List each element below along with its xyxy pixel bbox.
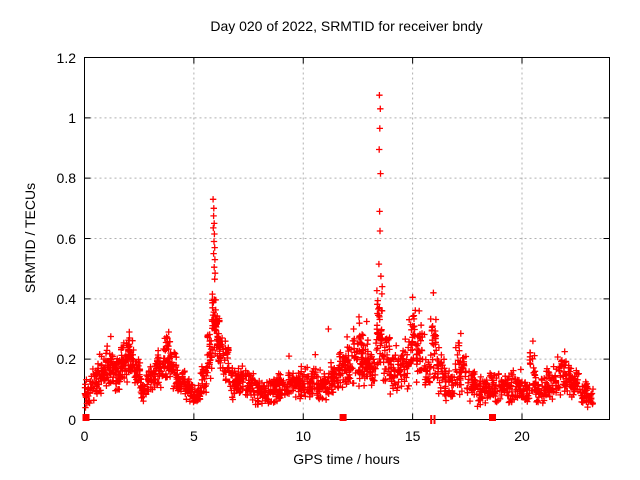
y-tick-label: 0.2	[56, 351, 76, 368]
zero-bar-marker	[430, 415, 433, 424]
y-tick-label: 0	[68, 411, 76, 428]
x-tick-label: 20	[514, 428, 530, 444]
x-tick-label: 15	[404, 428, 421, 444]
y-tick-label: 0.8	[56, 170, 76, 187]
x-tick-label: 10	[295, 428, 312, 444]
chart-title: Day 020 of 2022, SRMTID for receiver bnd…	[210, 18, 483, 34]
zero-square-marker	[489, 414, 496, 421]
y-tick-label: 1.2	[56, 49, 76, 66]
x-tick-label: 0	[80, 428, 89, 444]
zero-square-marker	[339, 414, 347, 421]
grid-lines	[84, 57, 610, 420]
zero-square-marker	[82, 414, 90, 421]
y-tick-label: 0.6	[56, 230, 76, 247]
x-axis-label: GPS time / hours	[293, 451, 400, 467]
y-tick-label: 1	[68, 109, 76, 126]
x-tick-label: 5	[189, 428, 198, 444]
data-points	[81, 92, 597, 411]
zero-bar-marker	[433, 415, 436, 424]
y-tick-label: 0.4	[56, 290, 76, 307]
